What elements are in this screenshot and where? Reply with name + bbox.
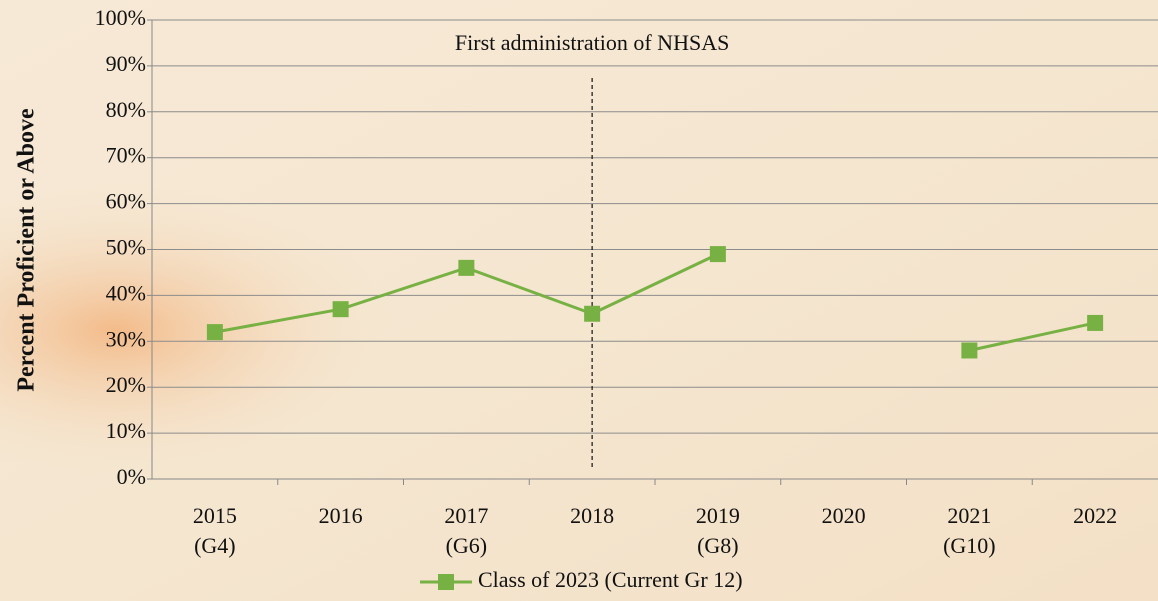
x-tick-label: 2016: [319, 503, 363, 528]
x-tick-label: 2017: [444, 503, 488, 528]
y-tick-label: 90%: [106, 51, 146, 76]
y-tick-label: 100%: [95, 5, 146, 30]
x-tick-sublabel: (G4): [194, 533, 236, 558]
series-marker: [961, 342, 978, 359]
x-tick-label: 2015: [193, 503, 237, 528]
legend-marker: [438, 574, 454, 590]
x-tick-label: 2022: [1073, 503, 1117, 528]
legend-label: Class of 2023 (Current Gr 12): [478, 567, 743, 592]
series-marker: [709, 246, 726, 263]
x-tick-label: 2018: [570, 503, 614, 528]
x-tick-label: 2021: [947, 503, 991, 528]
x-tick-label: 2019: [696, 503, 740, 528]
y-tick-label: 60%: [106, 189, 146, 214]
series-line: [969, 321, 1096, 352]
x-tick-sublabel: (G8): [697, 533, 739, 558]
y-tick-label: 0%: [117, 464, 146, 489]
y-axis-title: Percent Proficient or Above: [14, 108, 40, 392]
series-marker: [584, 305, 601, 322]
x-tick-sublabel: (G6): [446, 533, 488, 558]
annotation: First administration of NHSAS: [455, 30, 729, 55]
y-tick-label: 40%: [106, 280, 146, 305]
series-marker: [332, 301, 349, 318]
series-marker: [458, 259, 475, 276]
y-tick-label: 80%: [106, 97, 146, 122]
series-marker: [206, 324, 223, 341]
y-tick-label: 30%: [106, 326, 146, 351]
y-tick-label: 50%: [106, 235, 146, 260]
y-tick-label: 10%: [106, 418, 146, 443]
y-tick-label: 20%: [106, 372, 146, 397]
x-tick-sublabel: (G10): [943, 533, 996, 558]
x-tick-label: 2020: [822, 503, 866, 528]
series-marker: [1087, 314, 1104, 331]
y-tick-label: 70%: [106, 143, 146, 168]
